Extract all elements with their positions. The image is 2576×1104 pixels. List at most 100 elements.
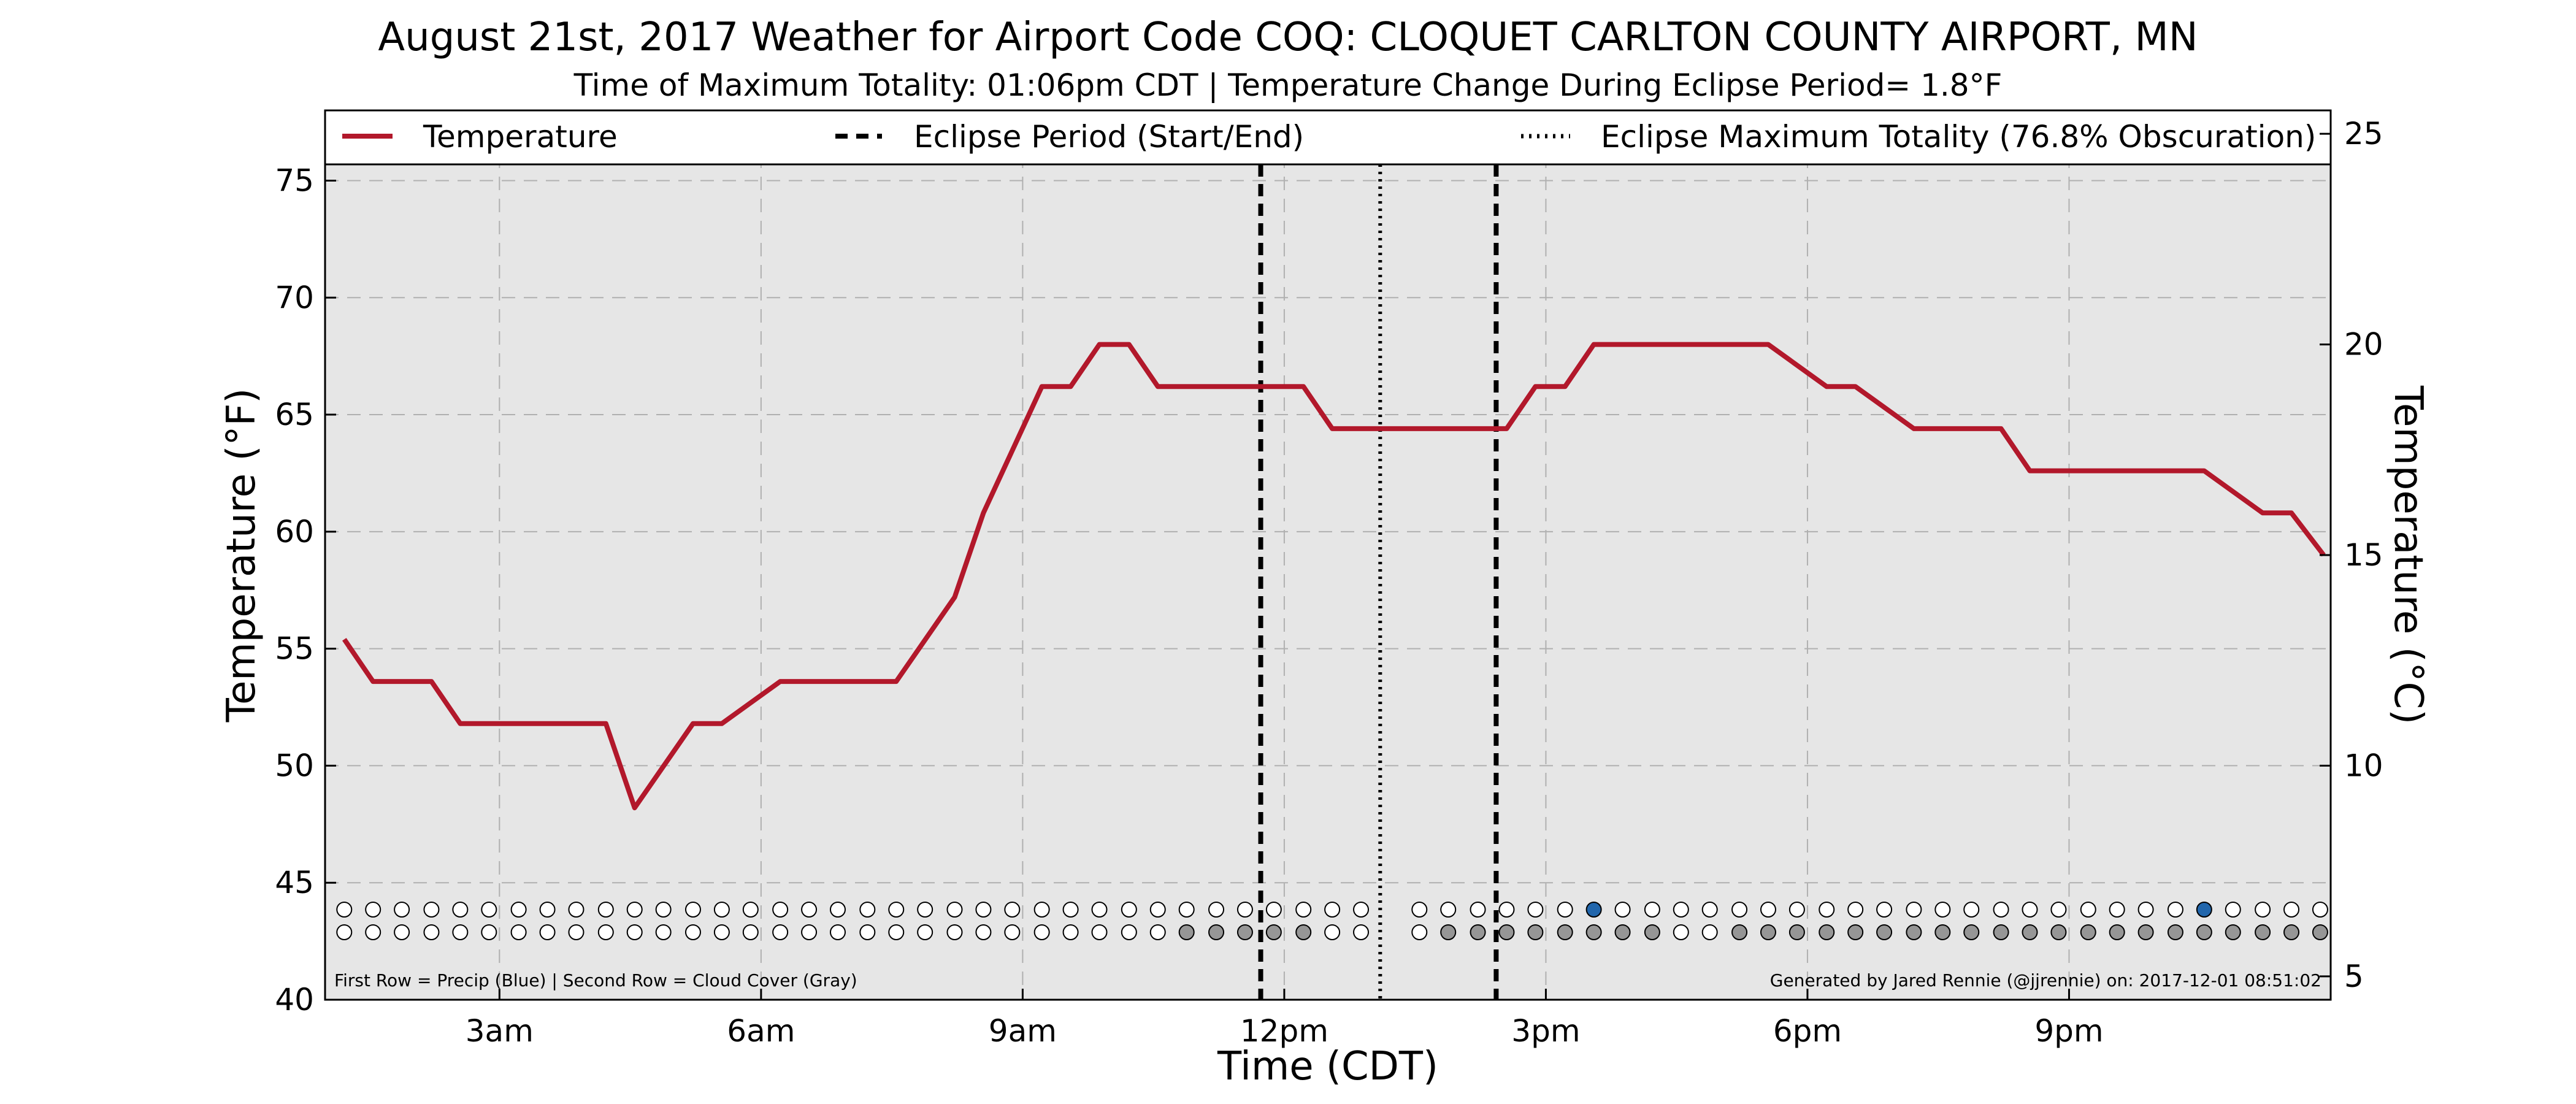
cloud-dot	[684, 924, 701, 940]
cloud-dot	[1004, 924, 1021, 940]
cloud-dot	[1585, 924, 1602, 940]
precip-dot	[1324, 902, 1341, 918]
precip-dot	[1178, 902, 1195, 918]
precip-dot	[1819, 902, 1835, 918]
y-tick-label: 60	[275, 514, 314, 550]
precip-dot	[1062, 902, 1079, 918]
cloud-dot	[1178, 924, 1195, 940]
precip-dot	[1701, 902, 1718, 918]
precip-dot	[975, 902, 992, 918]
precip-dot	[539, 902, 556, 918]
temperature-line	[342, 342, 2326, 811]
precip-dot	[568, 902, 585, 918]
precip-dot	[801, 902, 818, 918]
cloud-dot	[801, 924, 818, 940]
precip-dot	[1585, 902, 1602, 918]
cloud-dot	[2109, 924, 2125, 940]
temperature-series	[342, 342, 2326, 811]
precip-dot	[1876, 902, 1893, 918]
footer-legend-note: First Row = Precip (Blue) | Second Row =…	[334, 970, 857, 991]
cloud-dot	[1062, 924, 1079, 940]
cloud-dot	[2283, 924, 2300, 940]
cloud-dot	[946, 924, 963, 940]
x-tick-label: 9pm	[2034, 1013, 2103, 1049]
plot-area	[325, 110, 2331, 1000]
grid-lines	[325, 110, 2331, 1000]
cloud-dot	[1701, 924, 1718, 940]
y-axis-label: Temperature (°F)	[219, 388, 264, 723]
precip-dot	[1731, 902, 1748, 918]
cloud-dot	[975, 924, 992, 940]
x-tick-label: 3am	[466, 1013, 534, 1049]
chart-subtitle: Time of Maximum Totality: 01:06pm CDT | …	[573, 67, 2003, 103]
cloud-dot	[1934, 924, 1951, 940]
legend: Temperature Eclipse Period (Start/End) E…	[324, 109, 2332, 166]
precip-dot	[2196, 902, 2212, 918]
precip-dot	[1760, 902, 1776, 918]
precip-dot	[2167, 902, 2183, 918]
y-tick-label: 50	[275, 748, 314, 783]
precip-dot	[2137, 902, 2154, 918]
x-axis-label: Time (CDT)	[1217, 1044, 1438, 1089]
precip-dot	[1440, 902, 1457, 918]
cloud-dot	[1295, 924, 1312, 940]
precip-dot	[1208, 902, 1225, 918]
legend-label-temperature: Temperature	[423, 119, 618, 155]
precip-dot	[1149, 902, 1166, 918]
precip-dot	[1906, 902, 1922, 918]
precip-dot	[481, 902, 497, 918]
precip-dot	[1993, 902, 2009, 918]
precip-dot	[510, 902, 527, 918]
x-tick-label: 9am	[989, 1013, 1057, 1049]
legend-label-eclipse-max: Eclipse Maximum Totality (76.8% Obscurat…	[1601, 119, 2316, 155]
precip-dot	[423, 902, 440, 918]
precip-dot	[1498, 902, 1515, 918]
cloud-dot	[2050, 924, 2067, 940]
y-right-tick-label: 20	[2344, 327, 2383, 362]
cloud-dot	[481, 924, 497, 940]
precip-dot	[2225, 902, 2241, 918]
cloud-dot	[568, 924, 585, 940]
precip-dot	[394, 902, 410, 918]
cloud-dot	[2022, 924, 2038, 940]
cloud-dot	[1236, 924, 1253, 940]
precip-dot	[1411, 902, 1428, 918]
cloud-dot	[1847, 924, 1864, 940]
x-tick-label: 6am	[727, 1013, 795, 1049]
cloud-dot	[539, 924, 556, 940]
cloud-dot	[1819, 924, 1835, 940]
precip-dot	[946, 902, 963, 918]
cloud-dot	[1498, 924, 1515, 940]
cloud-dot	[1265, 924, 1282, 940]
y-tick-label: 65	[275, 397, 314, 432]
x-tick-label: 12pm	[1240, 1013, 1328, 1049]
precip-dot	[859, 902, 876, 918]
cloud-dot	[1614, 924, 1631, 940]
precip-dot	[1788, 902, 1805, 918]
cloud-dot	[1963, 924, 1980, 940]
cloud-dot	[1760, 924, 1776, 940]
precip-dot	[829, 902, 846, 918]
cloud-dot	[713, 924, 730, 940]
precip-dot	[1353, 902, 1370, 918]
precip-cloud-dots	[336, 902, 2328, 940]
precip-dot	[2283, 902, 2300, 918]
precip-dot	[2255, 902, 2271, 918]
y-tick-label: 70	[275, 280, 314, 315]
cloud-dot	[1993, 924, 2009, 940]
precip-dot	[1091, 902, 1108, 918]
cloud-dot	[365, 924, 381, 940]
cloud-dot	[2080, 924, 2096, 940]
cloud-dot	[336, 924, 353, 940]
x-tick-label: 6pm	[1773, 1013, 1842, 1049]
precip-dot	[1236, 902, 1253, 918]
precip-dot	[888, 902, 905, 918]
cloud-dot	[859, 924, 876, 940]
cloud-dot	[597, 924, 614, 940]
y-tick-label: 55	[275, 631, 314, 667]
cloud-dot	[772, 924, 789, 940]
cloud-dot	[742, 924, 759, 940]
cloud-dot	[1731, 924, 1748, 940]
precip-dot	[1847, 902, 1864, 918]
